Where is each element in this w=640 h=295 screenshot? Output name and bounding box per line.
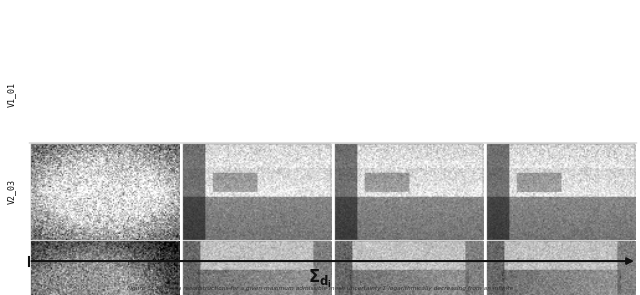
Bar xyxy=(335,144,483,240)
Bar xyxy=(486,241,635,295)
Bar xyxy=(31,241,179,295)
Bar xyxy=(183,144,331,240)
Bar xyxy=(486,144,635,240)
Text: Figure 3. 3D mesh reconstructions for a given maximum admissible mesh uncertaint: Figure 3. 3D mesh reconstructions for a … xyxy=(127,286,513,291)
Text: V1_01: V1_01 xyxy=(7,82,16,107)
Bar xyxy=(335,241,483,295)
Text: $\mathbf{\Sigma_{d_i}}$: $\mathbf{\Sigma_{d_i}}$ xyxy=(308,268,332,290)
Bar xyxy=(31,144,179,240)
Text: V2_03: V2_03 xyxy=(7,179,16,204)
Bar xyxy=(183,241,331,295)
